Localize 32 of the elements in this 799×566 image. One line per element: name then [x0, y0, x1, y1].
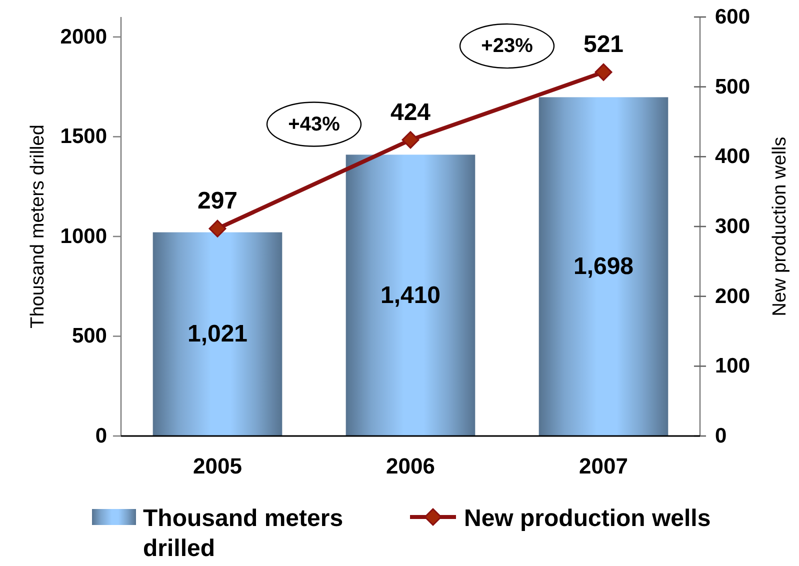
bar: [538, 97, 668, 436]
y-axis-title: Thousand meters drilled: [28, 124, 48, 328]
point: [402, 131, 420, 149]
annotation: +43%: [288, 113, 340, 136]
y-tick-label: 1500: [60, 125, 107, 148]
y2-tick-label: 100: [715, 354, 750, 378]
bar: [152, 232, 282, 436]
data-label: 1,410: [380, 282, 441, 309]
x-tick-label: 2005: [193, 454, 242, 478]
data-label: 521: [583, 31, 624, 58]
y-tick-label: 500: [72, 324, 107, 348]
annotation: +23%: [481, 35, 534, 58]
legend-label: Thousand meters drilled: [143, 505, 344, 562]
data-label: 1,021: [187, 320, 248, 348]
y2-tick-label: 200: [715, 284, 750, 308]
y2-tick-label: 500: [715, 75, 750, 98]
data-label: 297: [197, 188, 238, 215]
x-tick-label: 2007: [579, 454, 628, 478]
y2-tick-label: 600: [715, 6, 750, 28]
y2-tick-label: 300: [715, 215, 750, 238]
legend-label: New production wells: [464, 505, 711, 532]
point: [208, 220, 226, 238]
data-label: 424: [390, 98, 432, 126]
y2-axis-title: New production wells: [770, 136, 790, 316]
y-tick-label: 2000: [60, 25, 107, 48]
y-tick-label: 0: [95, 424, 107, 448]
y-tick-label: 1000: [60, 224, 107, 248]
point: [594, 63, 612, 81]
data-label: 1,698: [573, 253, 634, 280]
y2-tick-label: 0: [715, 424, 727, 448]
y2-tick-label: 400: [715, 145, 750, 168]
x-tick-label: 2006: [386, 454, 435, 478]
